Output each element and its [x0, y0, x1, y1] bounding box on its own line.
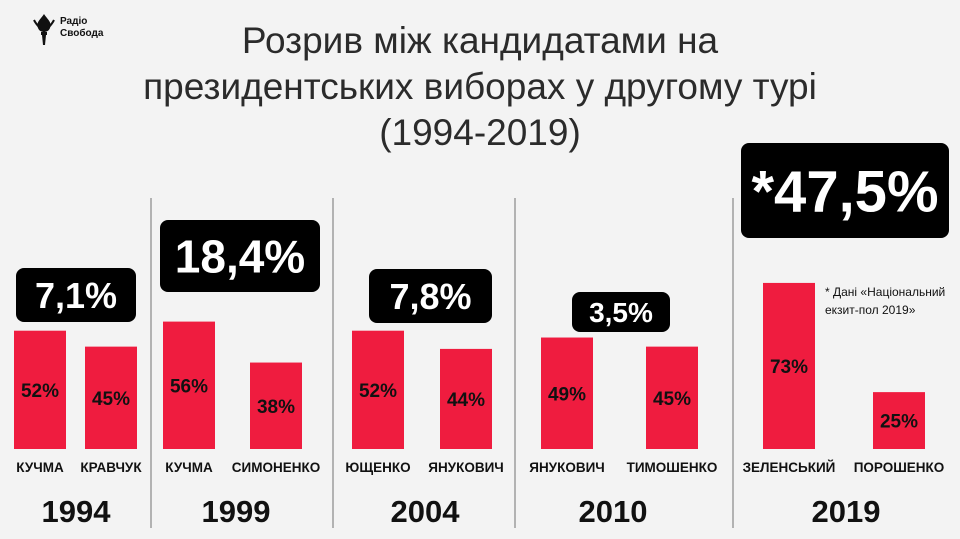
year-group-2019: *47,5% 73% ЗЕЛЕНСЬКИЙ 25% ПОРОШЕНКО 2019	[741, 143, 949, 529]
year-group-2004: 7,8% 52% ЮЩЕНКО 44% ЯНУКОВИЧ 2004	[345, 269, 503, 529]
candidate-name: КРАВЧУК	[80, 460, 142, 475]
candidate-name: ПОРОШЕНКО	[854, 460, 945, 475]
gap-value: *47,5%	[751, 159, 938, 224]
gap-value: 7,1%	[35, 275, 117, 316]
candidate-name: ЗЕЛЕНСЬКИЙ	[743, 460, 836, 475]
bar-value-label: 45%	[653, 389, 691, 410]
bar-value-label: 73%	[770, 357, 808, 378]
candidate-name: ЯНУКОВИЧ	[428, 460, 504, 475]
candidate-name: ЮЩЕНКО	[345, 460, 410, 475]
bar-value-label: 56%	[170, 376, 208, 397]
candidate-name: ТИМОШЕНКО	[627, 460, 718, 475]
candidate-name: ЯНУКОВИЧ	[529, 460, 605, 475]
year-group-2010: 3,5% 49% ЯНУКОВИЧ 45% ТИМОШЕНКО 2010	[529, 292, 717, 529]
candidate-name: СИМОНЕНКО	[232, 460, 320, 475]
gap-value: 7,8%	[389, 276, 471, 317]
bar-value-label: 44%	[447, 390, 485, 411]
gap-value: 18,4%	[175, 231, 305, 283]
year-label: 1999	[202, 494, 271, 529]
candidate-name: КУЧМА	[165, 460, 213, 475]
bar-value-label: 38%	[257, 397, 295, 418]
year-group-1999: 18,4% 56% КУЧМА 38% СИМОНЕНКО 1999	[160, 220, 320, 529]
year-label: 2019	[812, 494, 881, 529]
year-label: 2010	[579, 494, 648, 529]
candidate-name: КУЧМА	[16, 460, 64, 475]
bar-value-label: 49%	[548, 384, 586, 405]
footnote-line-1: * Дані «Національний	[825, 285, 945, 299]
year-label: 1994	[42, 494, 112, 529]
bar-value-label: 45%	[92, 389, 130, 410]
year-group-1994: 7,1% 52% КУЧМА 45% КРАВЧУК 1994	[14, 268, 142, 529]
bar-value-label: 52%	[359, 381, 397, 402]
footnote-line-2: екзит-пол 2019»	[825, 303, 916, 317]
gap-value: 3,5%	[589, 297, 653, 328]
year-label: 2004	[391, 494, 461, 529]
bar-value-label: 52%	[21, 381, 59, 402]
bar-value-label: 25%	[880, 412, 918, 433]
